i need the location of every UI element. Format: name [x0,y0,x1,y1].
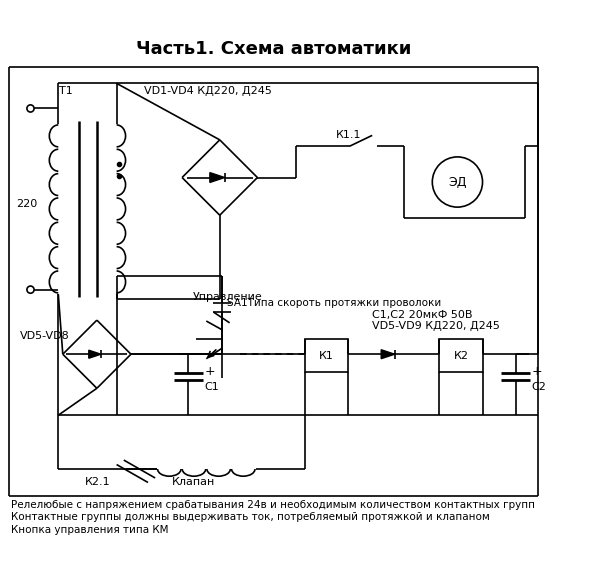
Text: ЭД: ЭД [448,175,466,189]
Text: VD5-VD8: VD5-VD8 [19,331,69,342]
Text: SA1Типа скороть протяжки проволоки: SA1Типа скороть протяжки проволоки [227,298,441,308]
Text: К2.1: К2.1 [85,477,111,488]
Text: VD1-VD4 КД220, Д245: VD1-VD4 КД220, Д245 [144,85,272,96]
Text: Часть1. Схема автоматики: Часть1. Схема автоматики [136,40,411,58]
Text: С1,С2 20мкФ 50В: С1,С2 20мкФ 50В [372,310,473,320]
Text: Т1: Т1 [59,85,73,96]
Text: К1: К1 [319,351,334,360]
Text: +: + [205,365,215,378]
Text: К1.1: К1.1 [336,131,362,140]
Text: Клапан: Клапан [172,477,216,488]
Circle shape [432,157,482,207]
Text: К2: К2 [454,351,468,360]
Text: С1: С1 [205,382,219,393]
Circle shape [27,286,34,293]
Text: Релелюбые с напряжением срабатывания 24в и необходимым количеством контактных гр: Релелюбые с напряжением срабатывания 24в… [11,500,535,510]
Text: VD5-VD9 КД220, Д245: VD5-VD9 КД220, Д245 [372,320,500,331]
Circle shape [27,105,34,112]
Text: Контактные группы должны выдерживать ток, потребляемый протяжкой и клапаном: Контактные группы должны выдерживать ток… [11,512,490,523]
Bar [305,339,348,372]
Text: Управление: Управление [193,292,262,302]
Text: +: + [532,365,543,378]
Polygon shape [381,350,395,359]
Text: Кнопка управления типа КМ: Кнопка управления типа КМ [11,525,168,535]
Bar [440,339,482,372]
Polygon shape [210,172,225,182]
Text: 220: 220 [16,199,37,210]
Text: С2: С2 [532,382,547,393]
Polygon shape [89,350,101,358]
